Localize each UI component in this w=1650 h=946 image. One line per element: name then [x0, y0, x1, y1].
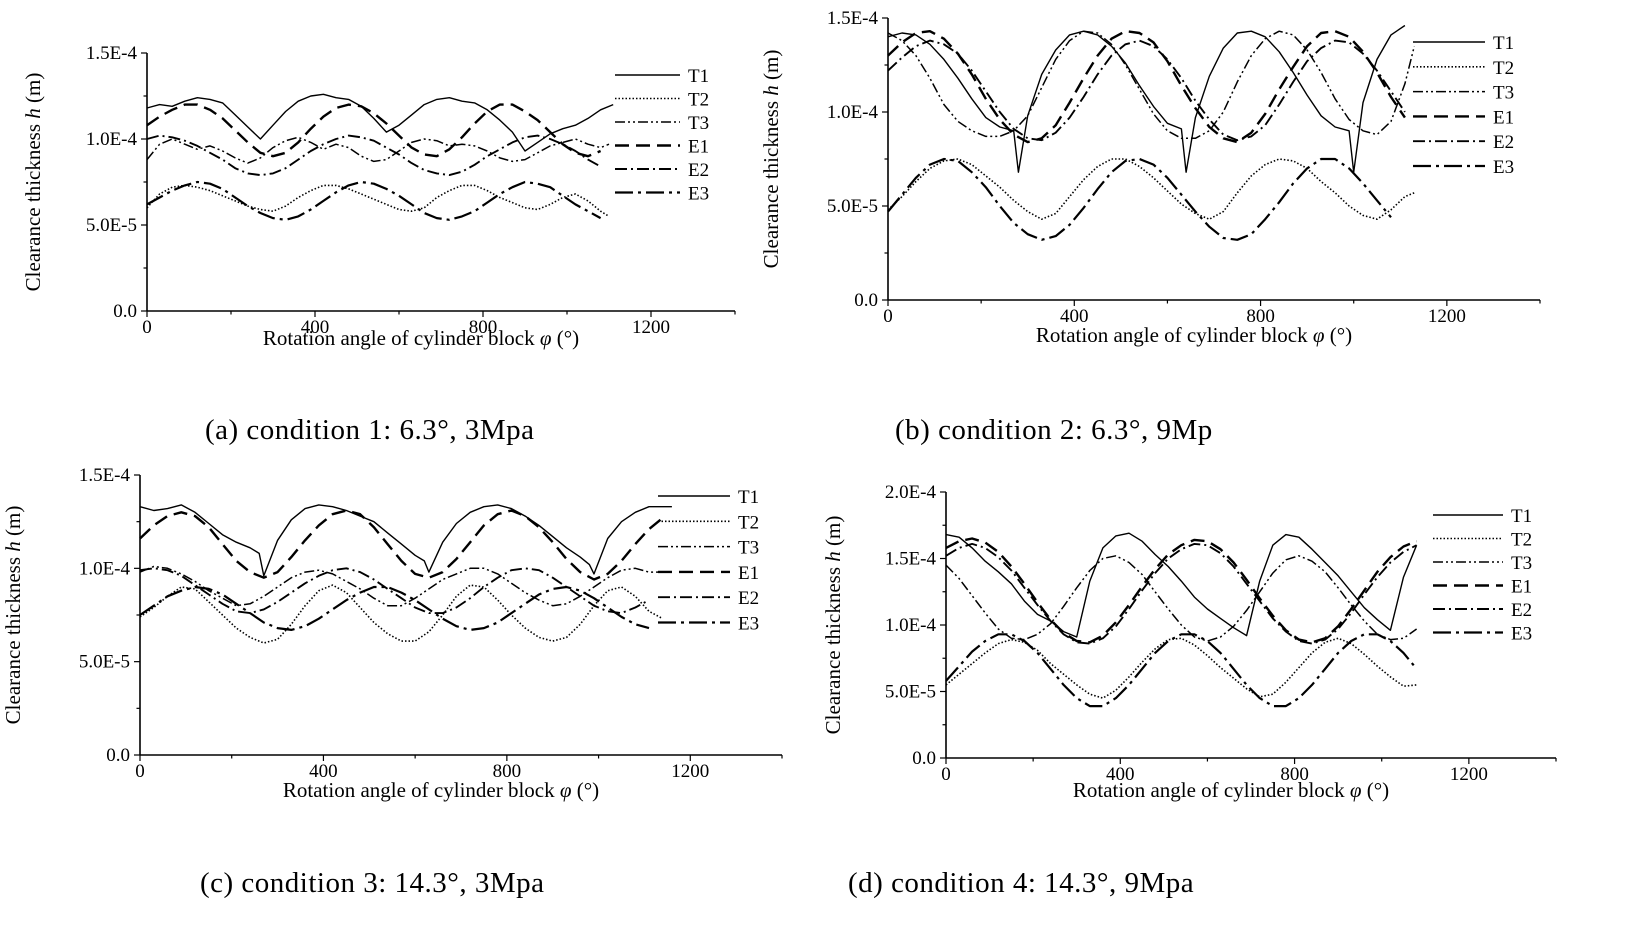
legend-label-e2: E2: [738, 588, 759, 609]
x-tick-label: 800: [1246, 306, 1275, 327]
y-tick-label: 2.0E-4: [885, 482, 937, 503]
y-tick-label: 1.0E-4: [86, 129, 138, 150]
series-line-t2: [139, 584, 664, 644]
x-tick-label: 0: [142, 317, 152, 338]
y-tick-label: 0.0: [912, 748, 936, 769]
legend-label-e1: E1: [738, 563, 759, 584]
x-tick-label: 1200: [1428, 306, 1466, 327]
series-line-e2: [945, 542, 1418, 645]
y-tick-label: 1.5E-4: [86, 43, 138, 64]
caption-d: (d) condition 4: 14.3°, 9Mpa: [848, 867, 1195, 899]
x-axis-label: Rotation angle of cylinder block φ (°): [283, 778, 599, 802]
legend-label-t3: T3: [688, 113, 709, 134]
y-tick-label: 5.0E-5: [827, 196, 878, 217]
series-line-t3: [945, 555, 1418, 642]
x-tick-label: 1200: [1450, 764, 1488, 785]
legend-label-e3: E3: [688, 184, 709, 205]
legend-label-e2: E2: [688, 160, 709, 181]
y-tick-label: 1.0E-4: [885, 615, 937, 636]
series-line-e1: [146, 103, 602, 158]
series-line-t2: [887, 158, 1415, 220]
x-tick-label: 800: [469, 317, 498, 338]
legend-label-t3: T3: [1493, 83, 1514, 104]
series-line-e1: [945, 537, 1418, 644]
x-tick-label: 0: [883, 306, 893, 327]
series-line-t2: [945, 637, 1417, 699]
series-line-e3: [887, 157, 1392, 241]
series-line-t3: [887, 30, 1416, 140]
y-tick-label: 5.0E-5: [885, 682, 936, 703]
legend-label-t2: T2: [738, 512, 759, 533]
series-line-t3: [146, 136, 610, 164]
legend-label-t3: T3: [1511, 553, 1532, 574]
y-tick-label: 1.5E-4: [885, 549, 937, 570]
legend-label-t2: T2: [688, 90, 709, 111]
y-tick-label: 1.0E-4: [827, 102, 879, 123]
chart-a-plot: 0 400 800 1200 0.0 5.0E-5 1.0E-4 1.5E-4 Rotation…: [21, 43, 736, 350]
legend-label-e3: E3: [738, 614, 759, 635]
x-tick-label: 400: [1060, 306, 1089, 327]
series-line-e2: [887, 39, 1406, 142]
x-tick-label: 400: [301, 317, 330, 338]
y-tick-label: 5.0E-5: [79, 652, 130, 673]
y-axis-label: Clearance thickness h (m): [21, 73, 45, 292]
legend-label-e1: E1: [688, 137, 709, 158]
y-axis-label: Clearance thickness h (m): [759, 50, 783, 269]
legend-label-t1: T1: [1493, 33, 1514, 54]
y-axis-label: Clearance thickness h (m): [1, 506, 25, 725]
legend-label-e2: E2: [1493, 132, 1514, 153]
series-line-t2: [146, 184, 610, 218]
series-line-e1: [887, 30, 1406, 144]
series-line-e3: [945, 633, 1418, 708]
y-tick-label: 0.0: [106, 745, 130, 766]
caption-a: (a) condition 1: 6.3°, 3Mpa: [205, 414, 535, 446]
x-axis-label: Rotation angle of cylinder block φ (°): [1036, 323, 1352, 347]
legend-label-t1: T1: [1511, 506, 1532, 527]
y-tick-label: 0.0: [113, 301, 137, 322]
legend-label-t2: T2: [1511, 530, 1532, 551]
legend-label-t3: T3: [738, 538, 759, 559]
y-tick-label: 1.5E-4: [79, 465, 131, 486]
x-tick-label: 0: [135, 761, 145, 782]
y-tick-label: 5.0E-5: [86, 215, 137, 236]
x-tick-label: 1200: [671, 761, 709, 782]
series-line-e2: [146, 134, 602, 177]
series-line-e2: [139, 567, 650, 615]
x-tick-label: 1200: [632, 317, 670, 338]
legend-label-e1: E1: [1511, 577, 1532, 598]
x-tick-label: 800: [493, 761, 522, 782]
y-tick-label: 1.0E-4: [79, 558, 131, 579]
y-tick-label: 0.0: [854, 290, 878, 311]
x-tick-label: 800: [1280, 764, 1309, 785]
series-line-e3: [146, 180, 602, 221]
series-line-e1: [139, 509, 664, 581]
series-line-t1: [146, 93, 614, 152]
caption-b: (b) condition 2: 6.3°, 9Mp: [895, 414, 1213, 446]
chart-c-plot: 0 400 800 1200 0.0 5.0E-5 1.0E-4 1.5E-4 Rotation…: [1, 465, 783, 802]
series-line-t3: [139, 565, 663, 607]
legend-label-t2: T2: [1493, 58, 1514, 79]
chart-b-plot: 0 400 800 1200 0.0 5.0E-5 1.0E-4 1.5E-4 Rotation…: [759, 8, 1541, 347]
y-axis-label: Clearance thickness h (m): [821, 516, 845, 735]
x-axis-label: Rotation angle of cylinder block φ (°): [263, 326, 579, 350]
chart-d-plot: 0 400 800 1200 0.0 5.0E-5 1.0E-4 1.5E-4 2.0E-4 Ro…: [821, 482, 1557, 802]
legend-label-e1: E1: [1493, 107, 1514, 128]
x-tick-label: 0: [941, 764, 951, 785]
caption-c: (c) condition 3: 14.3°, 3Mpa: [200, 867, 545, 899]
x-axis-label: Rotation angle of cylinder block φ (°): [1073, 778, 1389, 802]
y-tick-label: 1.5E-4: [827, 8, 879, 29]
x-tick-label: 400: [309, 761, 338, 782]
legend-label-t1: T1: [738, 487, 759, 508]
series-line-t1: [139, 504, 672, 577]
series-line-t1: [887, 24, 1406, 173]
series-line-e3: [139, 585, 650, 632]
legend-label-t1: T1: [688, 66, 709, 87]
legend-label-e2: E2: [1511, 600, 1532, 621]
legend-label-e3: E3: [1511, 624, 1532, 645]
x-tick-label: 400: [1106, 764, 1135, 785]
legend-label-e3: E3: [1493, 157, 1514, 178]
series-line-t1: [945, 532, 1418, 638]
